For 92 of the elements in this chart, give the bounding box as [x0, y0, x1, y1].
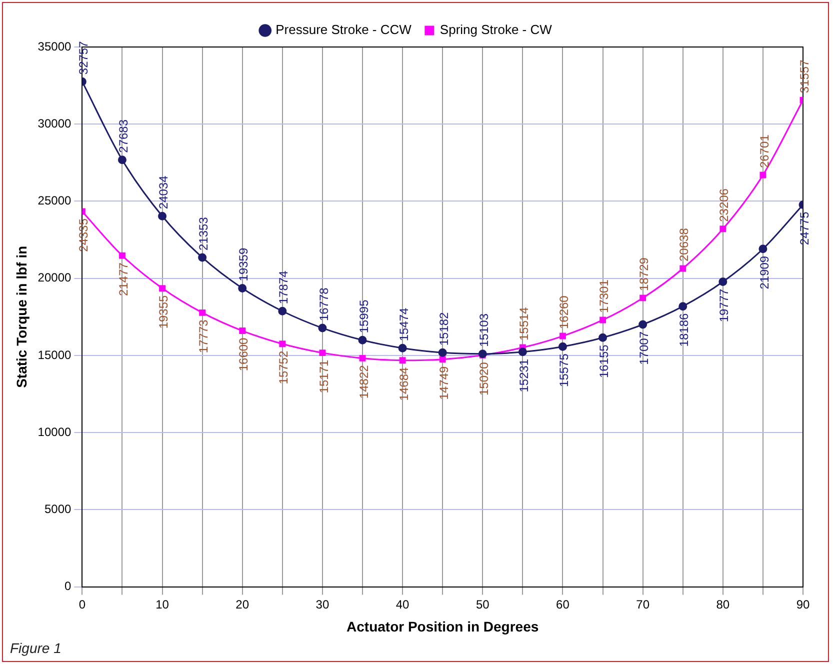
data-label: 18186 — [677, 313, 692, 347]
point — [718, 278, 728, 286]
data-label: 14822 — [356, 364, 371, 399]
data-label: 21909 — [757, 256, 772, 290]
point — [598, 333, 608, 342]
data-label: 26701 — [757, 134, 772, 168]
data-label: 17301 — [597, 279, 612, 313]
point — [278, 306, 287, 316]
y-tick-label: 10000 — [38, 424, 72, 439]
point — [678, 302, 688, 311]
x-tick-label: 30 — [316, 597, 330, 612]
y-tick-label: 15000 — [38, 348, 72, 362]
data-label: 32757 — [76, 40, 90, 75]
data-label: 16155 — [597, 344, 612, 378]
data-label: 23206 — [717, 188, 732, 222]
data-label: 20638 — [677, 228, 692, 262]
point — [680, 265, 686, 272]
data-label: 15752 — [276, 350, 291, 384]
point — [439, 356, 446, 363]
point — [558, 342, 567, 351]
point — [198, 253, 207, 262]
y-tick-label: 0 — [64, 579, 72, 594]
data-label: 17773 — [196, 319, 211, 354]
point — [319, 350, 326, 356]
y-tick-label: 25000 — [38, 194, 72, 208]
data-label: 31557 — [797, 59, 812, 94]
data-label: 24775 — [797, 211, 812, 246]
data-label: 16778 — [316, 287, 331, 322]
y-axis-title: Static Torque in lbf in — [13, 246, 30, 388]
point — [118, 252, 126, 259]
point — [760, 172, 766, 178]
point — [398, 344, 407, 352]
x-tick-label: 10 — [156, 597, 170, 612]
x-tick-label: 40 — [396, 597, 410, 612]
data-label: 14684 — [396, 367, 411, 401]
x-tick-label: 90 — [796, 597, 810, 612]
data-label: 19355 — [156, 294, 171, 329]
point — [758, 244, 768, 254]
data-label: 15020 — [476, 362, 491, 396]
data-label: 24335 — [76, 218, 90, 252]
data-label: 15474 — [396, 307, 411, 342]
data-label: 27683 — [116, 119, 131, 153]
point — [359, 354, 366, 362]
data-label: 15575 — [557, 353, 572, 387]
point — [118, 156, 126, 164]
data-label: 15231 — [516, 358, 531, 392]
point — [438, 348, 447, 357]
point — [238, 284, 247, 292]
point — [638, 320, 648, 329]
legend-label: Spring Stroke - CW — [440, 22, 553, 38]
point — [399, 357, 406, 364]
point — [239, 328, 246, 334]
x-tick-label: 70 — [636, 597, 650, 612]
point — [720, 226, 726, 232]
y-tick-label: 30000 — [38, 116, 72, 130]
data-label: 21353 — [196, 216, 211, 250]
x-tick-label: 80 — [716, 597, 730, 612]
data-label: 14749 — [436, 366, 451, 400]
data-label: 17874 — [276, 270, 291, 304]
point — [640, 294, 646, 302]
point — [560, 332, 566, 340]
x-tick-label: 50 — [476, 597, 490, 612]
x-tick-label: 60 — [556, 597, 570, 612]
data-label: 15995 — [356, 299, 371, 334]
data-label: 15171 — [316, 360, 331, 394]
x-axis-title: Actuator Position in Degrees — [346, 618, 539, 634]
y-tick-label: 35000 — [38, 39, 72, 54]
x-tick-label: 20 — [236, 597, 250, 612]
x-tick-label: 0 — [78, 597, 86, 612]
data-label: 21477 — [116, 262, 131, 296]
data-label: 16600 — [236, 337, 251, 372]
y-tick-label: 5000 — [44, 502, 72, 516]
point — [199, 309, 206, 316]
data-label: 19359 — [236, 248, 251, 282]
y-tick-label: 20000 — [38, 270, 72, 285]
data-label: 16260 — [557, 295, 572, 330]
point — [159, 285, 166, 292]
data-label: 24034 — [156, 175, 171, 210]
point — [358, 336, 367, 344]
legend-label: Pressure Stroke - CCW — [276, 22, 412, 38]
point — [279, 340, 286, 348]
data-label: 15103 — [476, 313, 491, 347]
point — [318, 324, 327, 332]
caption: Figure 1 — [10, 640, 62, 656]
data-label: 15182 — [436, 312, 451, 346]
point — [518, 348, 527, 356]
data-label: 17007 — [637, 331, 652, 365]
data-label: 18729 — [637, 257, 652, 291]
data-label: 15514 — [516, 306, 531, 341]
point — [158, 212, 167, 220]
point — [600, 316, 606, 324]
data-label: 19777 — [717, 288, 732, 322]
